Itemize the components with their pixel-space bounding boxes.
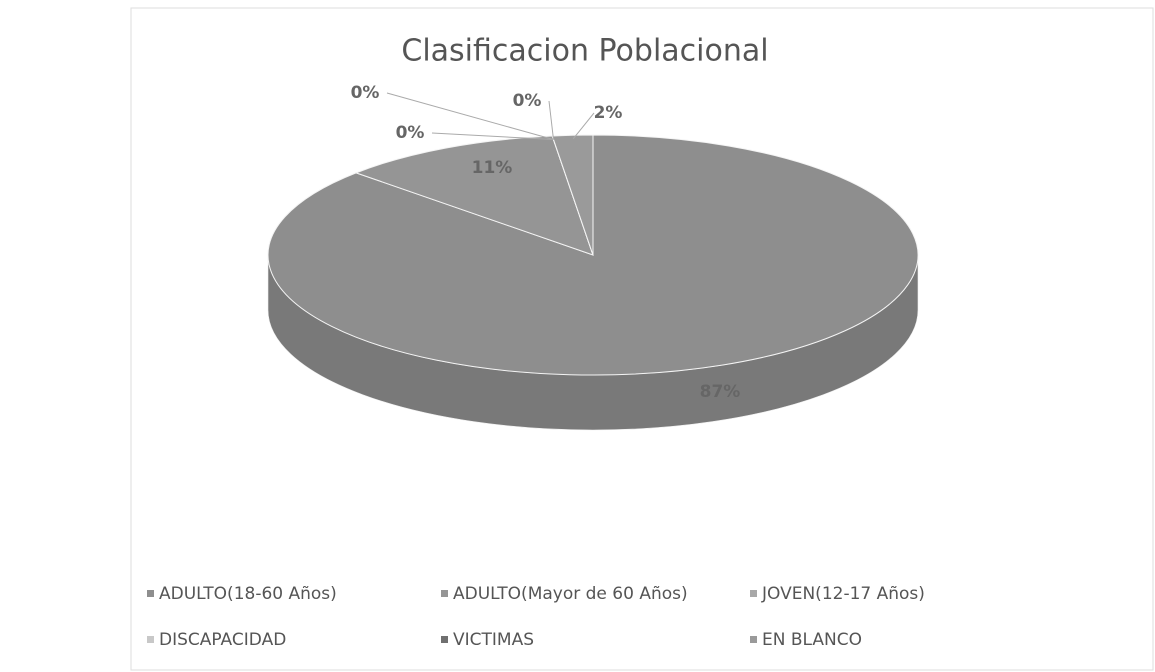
legend-label: VICTIMAS	[453, 630, 534, 650]
leader-line	[431, 132, 554, 141]
data-label: 2%	[594, 103, 623, 123]
legend-label: EN BLANCO	[762, 630, 862, 650]
legend-marker	[147, 590, 154, 597]
data-label: 0%	[396, 123, 425, 143]
leader-line	[572, 112, 595, 140]
legend-marker	[750, 636, 757, 643]
legend-marker	[441, 590, 448, 597]
pie-slice	[354, 135, 594, 256]
legend-label: ADULTO(Mayor de 60 Años)	[453, 584, 688, 604]
legend-label: DISCAPACIDAD	[159, 630, 286, 650]
data-label: 87%	[700, 382, 741, 402]
legend-marker	[441, 636, 448, 643]
data-label: 0%	[351, 83, 380, 103]
chart-title: Clasificacion Poblacional	[401, 34, 768, 69]
legend-label: JOVEN(12-17 Años)	[761, 584, 925, 604]
data-label: 0%	[513, 91, 542, 111]
leader-line	[386, 92, 554, 140]
legend-marker	[750, 590, 757, 597]
data-label: 11%	[472, 158, 513, 178]
pie-slice	[551, 134, 594, 256]
legend-marker	[147, 636, 154, 643]
leader-line	[548, 100, 554, 140]
legend-label: ADULTO(18-60 Años)	[159, 584, 337, 604]
